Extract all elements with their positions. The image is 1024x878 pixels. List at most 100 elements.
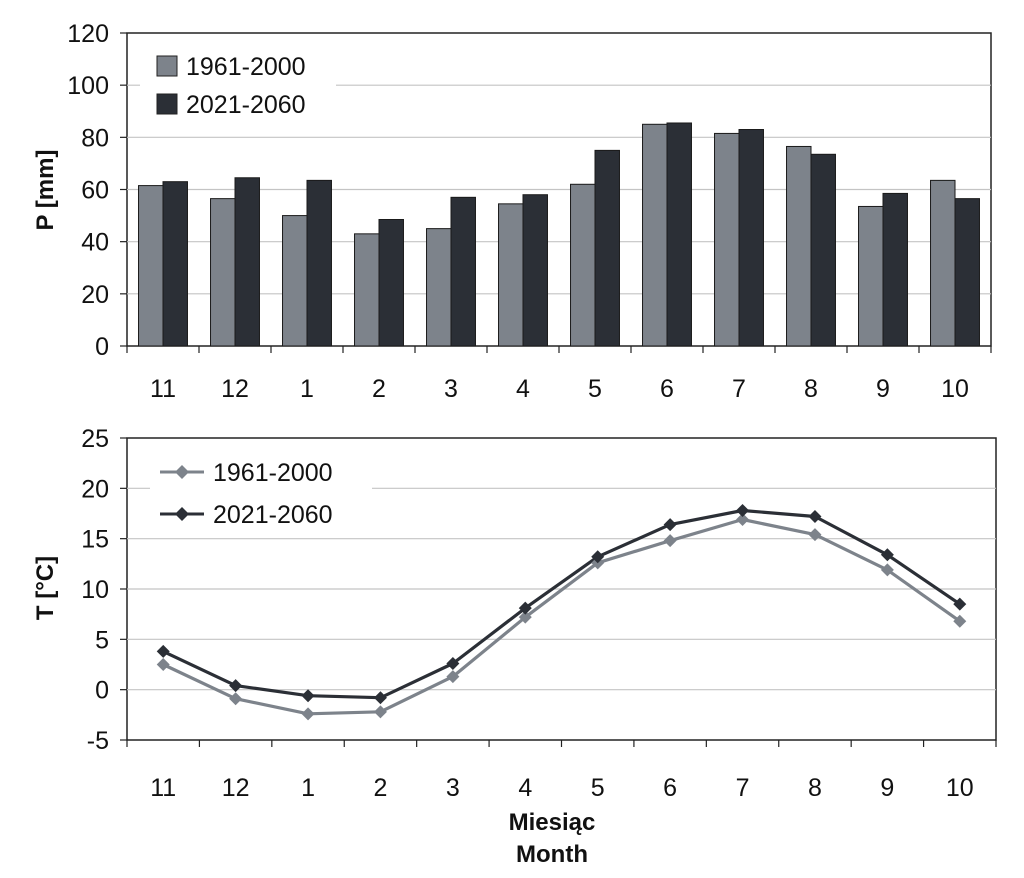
- point-1961-2000-month-4: [518, 610, 532, 624]
- point-1961-2000-month-9: [880, 563, 894, 577]
- bar-2021-2060-month-1: [306, 179, 332, 347]
- legend-label-2021-2060: 2021-2060: [213, 501, 333, 529]
- line-1961-2000: [162, 517, 961, 716]
- point-1961-2000-month-1: [301, 707, 315, 721]
- y-tick-label: 20: [81, 281, 109, 309]
- x-tick-label: 4: [516, 375, 530, 403]
- line-2021-2060: [162, 508, 961, 700]
- bar-1961-2000-month-6: [642, 123, 668, 347]
- legend-marker-1961-2000: [175, 465, 189, 479]
- temperature-legend-box: [150, 452, 372, 538]
- y-tick-label: 40: [81, 229, 109, 257]
- bar-2021-2060-month-5: [594, 149, 620, 347]
- x-tick-label: 8: [808, 774, 822, 802]
- y-tick-label: 25: [81, 425, 109, 453]
- point-2021-2060-month-9: [880, 548, 894, 562]
- legend-label-2021-2060: 2021-2060: [186, 91, 306, 119]
- x-tick-label: 8: [804, 375, 818, 403]
- x-tick-label: 9: [880, 774, 894, 802]
- bar-1961-2000-month-7: [714, 132, 740, 347]
- point-1961-2000-month-10: [953, 614, 967, 628]
- bar-2021-2060-month-11: [162, 181, 188, 347]
- y-tick-label: 0: [95, 677, 109, 705]
- point-2021-2060-month-4: [518, 601, 532, 615]
- bar-2021-2060-month-8: [810, 153, 836, 347]
- x-tick-label: 11: [150, 375, 176, 403]
- bar-2021-2060-month-10: [954, 198, 980, 347]
- bar-1961-2000-month-9: [858, 205, 884, 347]
- x-tick-label: 7: [736, 774, 750, 802]
- bar-2021-2060-month-2: [378, 218, 404, 347]
- legend-swatch-2021-2060: [156, 93, 178, 115]
- point-1961-2000-month-8: [808, 528, 822, 542]
- bar-1961-2000-month-4: [498, 203, 524, 347]
- bar-2021-2060-month-7: [738, 129, 764, 347]
- bar-1961-2000-month-11: [138, 185, 164, 347]
- x-axis-title-polish: Miesiąc: [509, 809, 596, 836]
- x-tick-label: 6: [663, 774, 677, 802]
- temperature-y-axis-label: T [°C]: [32, 556, 59, 620]
- x-tick-label: 3: [444, 375, 458, 403]
- y-tick-label: 20: [81, 475, 109, 503]
- point-2021-2060-month-11: [156, 644, 170, 658]
- precipitation-x-ticks: 11 12 1 2 3 4 5 6 7 8 9 10: [126, 346, 992, 403]
- point-2021-2060-month-8: [808, 510, 822, 524]
- temperature-lines: [156, 503, 967, 721]
- x-tick-label: 6: [660, 375, 674, 403]
- x-tick-label: 5: [591, 774, 605, 802]
- x-axis-title-english: Month: [516, 841, 588, 868]
- bar-2021-2060-month-3: [450, 196, 476, 347]
- point-1961-2000-month-7: [736, 513, 750, 527]
- x-tick-label: 10: [941, 375, 969, 403]
- x-tick-label: 1: [300, 375, 314, 403]
- point-2021-2060-month-5: [591, 550, 605, 564]
- point-2021-2060-month-3: [446, 656, 460, 670]
- point-2021-2060-month-6: [663, 518, 677, 532]
- precipitation-bars: [138, 122, 980, 347]
- y-tick-label: 80: [81, 124, 109, 152]
- bar-1961-2000-month-12: [210, 198, 236, 347]
- point-1961-2000-month-2: [373, 705, 387, 719]
- legend-swatch-1961-2000: [156, 55, 178, 77]
- point-2021-2060-month-12: [229, 679, 243, 693]
- temperature-x-ticks: 11 12 1 2 3 4 5 6 7 8 9 10: [126, 740, 997, 802]
- y-tick-label: -5: [87, 727, 109, 755]
- y-tick-label: 120: [67, 20, 109, 48]
- bar-1961-2000-month-5: [570, 183, 596, 347]
- precipitation-y-axis-label: P [mm]: [32, 150, 59, 231]
- x-tick-label: 1: [301, 774, 315, 802]
- legend-marker-2021-2060: [175, 507, 189, 521]
- point-1961-2000-month-12: [229, 692, 243, 706]
- point-1961-2000-month-11: [156, 658, 170, 671]
- y-tick-label: 15: [81, 526, 109, 554]
- x-tick-label: 11: [150, 774, 176, 802]
- precipitation-y-ticks: 0 20 40 60 80 100 120: [67, 20, 127, 361]
- x-tick-label: 12: [222, 774, 250, 802]
- temperature-legend: 1961-2000 2021-2060: [150, 452, 372, 538]
- y-tick-label: 60: [81, 177, 109, 205]
- x-tick-label: 2: [374, 774, 388, 802]
- bar-1961-2000-month-3: [426, 228, 452, 347]
- point-2021-2060-month-10: [953, 597, 967, 611]
- point-2021-2060-month-2: [373, 691, 387, 705]
- bar-1961-2000-month-1: [282, 215, 308, 347]
- legend-label-1961-2000: 1961-2000: [213, 459, 333, 487]
- point-2021-2060-month-7: [736, 503, 750, 517]
- y-tick-label: 5: [95, 626, 109, 654]
- point-1961-2000-month-6: [663, 534, 677, 548]
- y-tick-label: 0: [95, 333, 109, 361]
- bar-2021-2060-month-12: [234, 177, 260, 347]
- x-tick-label: 4: [518, 774, 532, 802]
- bar-1961-2000-month-2: [354, 233, 380, 347]
- bar-2021-2060-month-6: [666, 122, 692, 347]
- bar-2021-2060-month-9: [882, 192, 908, 347]
- point-1961-2000-month-3: [446, 670, 460, 684]
- x-tick-label: 5: [588, 375, 602, 403]
- bar-1961-2000-month-10: [930, 179, 956, 347]
- x-tick-label: 2: [372, 375, 386, 403]
- bar-1961-2000-month-8: [786, 145, 812, 347]
- legend-label-1961-2000: 1961-2000: [186, 53, 306, 81]
